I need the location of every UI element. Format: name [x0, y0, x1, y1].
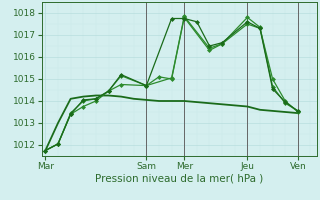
X-axis label: Pression niveau de la mer( hPa ): Pression niveau de la mer( hPa ) [95, 173, 263, 183]
